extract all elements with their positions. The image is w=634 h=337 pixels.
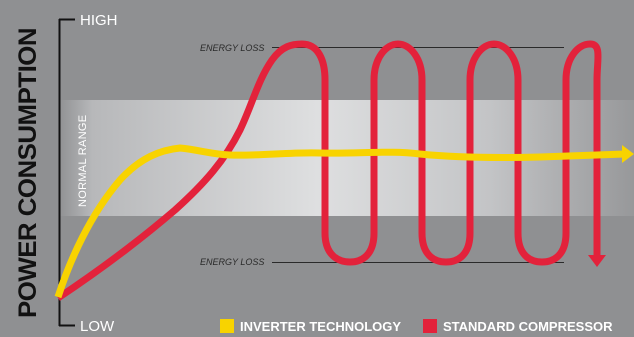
legend: INVERTER TECHNOLOGY STANDARD COMPRESSOR xyxy=(220,319,613,334)
inverter-technology-arrow-right-icon xyxy=(622,145,634,163)
legend-swatch-inverter xyxy=(220,319,234,333)
legend-label-inverter: INVERTER TECHNOLOGY xyxy=(240,319,401,334)
legend-swatch-standard xyxy=(423,319,437,333)
axis-low-label: LOW xyxy=(80,318,115,335)
normal-range-label: NORMAL RANGE xyxy=(77,115,89,207)
legend-label-standard: STANDARD COMPRESSOR xyxy=(443,319,613,334)
energy-loss-bottom-label: ENERGY LOSS xyxy=(200,257,264,267)
inverter-technology-curve xyxy=(54,144,626,299)
axis-high-label: HIGH xyxy=(80,12,118,29)
axis-title: POWER CONSUMPTION xyxy=(14,28,42,318)
standard-compressor-curve xyxy=(56,40,602,301)
standard-compressor-arrow-down-icon xyxy=(588,255,606,267)
energy-loss-top-label: ENERGY LOSS xyxy=(200,43,264,53)
